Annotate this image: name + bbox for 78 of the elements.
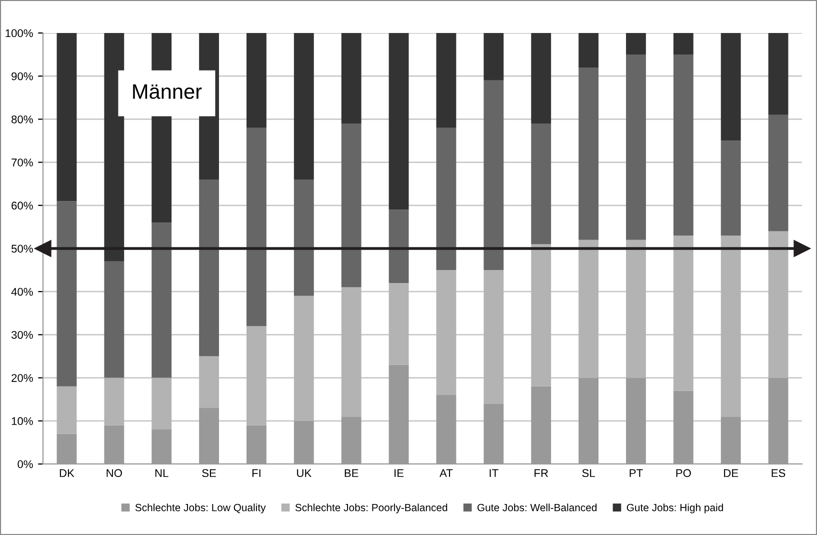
bar xyxy=(246,326,266,426)
bar xyxy=(104,261,124,378)
bar xyxy=(56,33,77,202)
bar xyxy=(341,33,362,124)
legend-label: Gute Jobs: High paid xyxy=(626,504,723,514)
x-tick-label: DE xyxy=(724,469,738,477)
bar xyxy=(388,33,409,210)
y-tick-label: 40% xyxy=(11,288,33,296)
bar xyxy=(768,231,788,378)
bar xyxy=(436,33,456,128)
bar xyxy=(720,33,741,141)
bar xyxy=(768,114,788,232)
bar xyxy=(531,33,552,124)
bar xyxy=(484,33,504,80)
x-tick-label: PO xyxy=(676,469,691,478)
x-tick-label: IT xyxy=(490,469,498,477)
bar xyxy=(578,67,598,240)
bar xyxy=(341,287,362,417)
bar xyxy=(152,222,172,378)
y-tick-label: 20% xyxy=(12,374,33,382)
bar xyxy=(626,54,646,240)
bar xyxy=(152,378,172,430)
x-tick-label: NL xyxy=(155,469,168,477)
bar xyxy=(294,296,314,421)
bar xyxy=(720,236,741,417)
bar xyxy=(673,236,694,391)
y-tick-label: 70% xyxy=(12,158,33,166)
bar xyxy=(294,33,314,180)
x-tick-label: IE xyxy=(394,469,404,477)
bar xyxy=(104,378,124,426)
bar xyxy=(484,80,504,270)
annotation: Männer xyxy=(133,84,202,99)
x-tick-label: FI xyxy=(252,469,260,477)
bar xyxy=(626,33,646,55)
bar xyxy=(578,33,598,68)
y-tick-label: 50% xyxy=(11,244,33,253)
y-tick-label: 60% xyxy=(12,202,33,210)
bar xyxy=(341,124,362,288)
y-tick-label: 80% xyxy=(12,115,33,124)
legend-label: Schlechte Jobs: Low Quality xyxy=(135,504,266,514)
bar xyxy=(436,270,456,396)
bar xyxy=(199,180,219,356)
y-tick-label: 0% xyxy=(18,460,33,468)
bar xyxy=(246,128,266,326)
bar xyxy=(626,240,646,378)
y-tick-label: 30% xyxy=(11,330,33,339)
bar xyxy=(388,210,409,283)
bar xyxy=(199,356,219,408)
x-tick-label: SL xyxy=(582,469,595,478)
x-tick-label: ES xyxy=(772,469,786,478)
bar xyxy=(720,140,741,236)
legend-label: Gute Jobs: Well-Balanced xyxy=(477,504,597,512)
bar xyxy=(578,240,598,378)
bar xyxy=(246,33,266,128)
bar xyxy=(484,270,504,404)
bar xyxy=(388,282,409,365)
bar xyxy=(436,128,456,270)
x-tick-label: SE xyxy=(202,469,216,478)
x-tick-label: FR xyxy=(534,469,548,477)
bar xyxy=(531,244,552,386)
x-tick-label: NO xyxy=(106,469,122,478)
bar xyxy=(531,124,552,244)
y-tick-label: 90% xyxy=(12,72,33,80)
legend-label: Schlechte Jobs: Poorly-Balanced xyxy=(295,504,448,514)
x-tick-label: AT xyxy=(440,469,453,477)
bar xyxy=(768,33,788,115)
bar xyxy=(673,33,694,55)
x-tick-label: BE xyxy=(344,469,358,477)
bar xyxy=(56,201,77,386)
x-tick-label: PT xyxy=(630,469,643,477)
y-tick-label: 100% xyxy=(6,29,33,38)
x-tick-label: UK xyxy=(297,469,312,478)
x-tick-label: DK xyxy=(60,469,74,477)
bar xyxy=(673,54,694,236)
bar xyxy=(294,180,314,296)
bar xyxy=(56,386,77,434)
bar xyxy=(104,33,124,262)
y-tick-label: 10% xyxy=(12,417,33,426)
